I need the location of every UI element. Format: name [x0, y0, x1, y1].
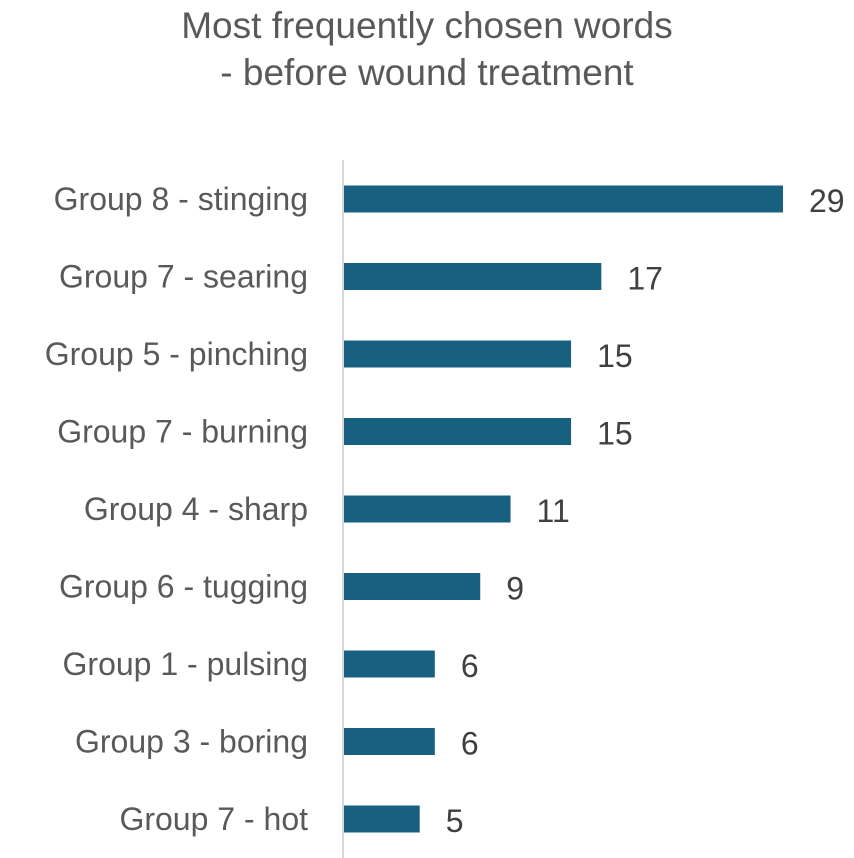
bar	[344, 650, 435, 678]
category-label: Group 7 - searing	[59, 259, 308, 295]
bar	[344, 573, 481, 600]
data-label: 11	[537, 493, 570, 529]
category-label: Group 8 - stinging	[54, 181, 308, 217]
category-label: Group 7 - hot	[119, 801, 308, 837]
data-label: 9	[506, 571, 524, 607]
data-label: 15	[597, 338, 633, 374]
bar	[344, 728, 435, 755]
bar	[344, 495, 511, 523]
bar	[344, 263, 602, 290]
data-label: 29	[809, 183, 845, 219]
chart-subtitle: - before wound treatment	[220, 52, 634, 93]
category-label: Group 7 - burning	[57, 414, 308, 450]
bar	[344, 418, 572, 445]
chart-title: Most frequently chosen words	[181, 5, 673, 46]
category-label: Group 3 - boring	[75, 724, 308, 760]
data-label: 6	[461, 726, 479, 762]
category-label: Group 5 - pinching	[45, 336, 308, 372]
category-label: Group 4 - sharp	[84, 491, 308, 527]
bars-group: Group 8 - stinging 29 Group 7 - searing 17 G…	[45, 181, 845, 839]
chart-title-block: Most frequently chosen words - before wo…	[0, 2, 854, 96]
data-label: 17	[627, 261, 663, 297]
data-label: 15	[597, 416, 633, 452]
category-label: Group 6 - tugging	[59, 569, 308, 605]
data-label: 6	[461, 648, 479, 684]
bar	[344, 340, 572, 368]
category-label: Group 1 - pulsing	[63, 646, 308, 682]
data-label: 5	[446, 803, 464, 839]
bar	[344, 805, 420, 833]
bar	[344, 185, 783, 213]
